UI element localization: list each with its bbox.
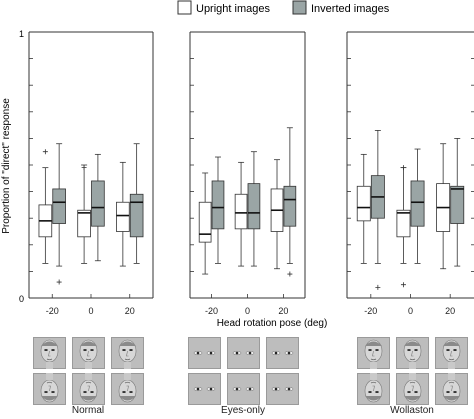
eyes-icon	[227, 373, 260, 405]
eyes-icon	[188, 337, 221, 369]
eyes-icon	[266, 337, 299, 369]
head-face-icon	[33, 373, 66, 405]
x-tick-label: -20	[205, 306, 218, 316]
stimuli-wollaston-upright	[357, 337, 468, 369]
panel-wollaston: -20 0 20	[346, 31, 474, 316]
eyes-icon	[266, 373, 299, 405]
box-upright	[396, 209, 411, 238]
head-face-icon	[33, 337, 66, 369]
head-face-icon	[111, 373, 144, 405]
stimuli-normal-inverted	[33, 373, 144, 405]
panel-normal: -20 0 20	[28, 31, 154, 316]
box-upright	[356, 185, 371, 222]
panel-name-eyes-only: Eyes-only	[221, 405, 265, 416]
head-face-icon	[435, 373, 468, 405]
head-face-icon	[357, 337, 390, 369]
x-tick-label: -20	[46, 306, 59, 316]
outlier-upright	[400, 282, 406, 288]
outlier-upright	[81, 165, 87, 171]
x-axis-label: Head rotation pose (deg)	[217, 318, 328, 329]
legend-swatch-inverted	[292, 0, 307, 15]
box-inverted	[283, 185, 297, 227]
box-inverted	[450, 185, 465, 224]
x-tick-label: 20	[445, 306, 455, 316]
outlier-upright	[42, 149, 48, 155]
eyes-icon	[188, 373, 221, 405]
legend-label-inverted: Inverted images	[311, 3, 390, 15]
box-inverted	[129, 193, 144, 238]
x-tick-label: -20	[364, 306, 377, 316]
outlier-inverted	[375, 284, 381, 290]
box-inverted	[211, 180, 225, 230]
box-inverted	[52, 188, 66, 224]
box-inverted	[410, 180, 425, 227]
head-face-icon	[396, 373, 429, 405]
x-tick-label: 0	[245, 306, 250, 316]
panels-layer: -20 0 20 -20 0 20 -20 0 20	[28, 31, 474, 316]
x-tick-label: 20	[278, 306, 288, 316]
x-tick-label: 0	[88, 306, 93, 316]
head-face-icon	[357, 373, 390, 405]
x-tick-label: 0	[408, 306, 413, 316]
stimuli-normal-upright	[33, 337, 144, 369]
head-face-icon	[435, 337, 468, 369]
stimuli-eyes-inverted	[188, 373, 299, 405]
panel-eyes-only: -20 0 20	[189, 31, 306, 316]
outlier-upright	[400, 165, 406, 171]
box-upright	[116, 201, 130, 232]
panel-name-wollaston: Wollaston	[390, 405, 434, 416]
y-tick-label-top: 1	[19, 29, 24, 39]
box-upright	[198, 201, 212, 243]
y-tick-label-bottom: 0	[19, 294, 24, 304]
eyes-icon	[227, 337, 260, 369]
legend-label-upright: Upright images	[196, 3, 270, 15]
legend-swatch-upright	[177, 0, 192, 15]
outlier-inverted	[56, 279, 62, 285]
stimuli-wollaston-inverted	[357, 373, 468, 405]
box-inverted	[247, 183, 261, 230]
box-upright	[77, 209, 91, 238]
legend: Upright images Inverted images	[177, 0, 390, 15]
box-upright	[234, 193, 248, 230]
box-inverted	[91, 180, 105, 227]
head-face-icon	[72, 337, 105, 369]
stimuli-eyes-upright	[188, 337, 299, 369]
x-tick-label: 20	[125, 306, 135, 316]
y-axis-label: Proportion of "direct" response	[1, 98, 12, 234]
head-face-icon	[72, 373, 105, 405]
outlier-inverted	[287, 271, 293, 277]
panel-name-normal: Normal	[71, 405, 105, 416]
head-face-icon	[111, 337, 144, 369]
head-face-icon	[396, 337, 429, 369]
